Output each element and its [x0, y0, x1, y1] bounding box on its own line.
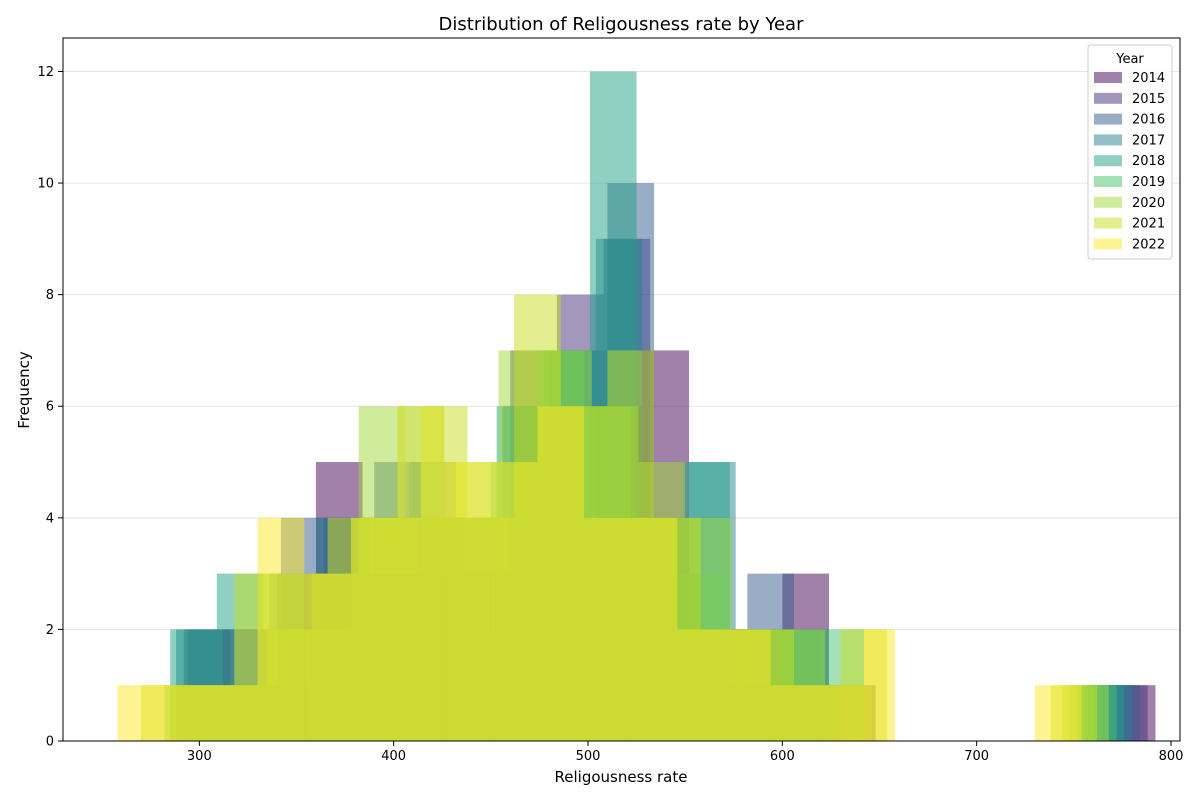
bar [210, 685, 258, 741]
legend-swatch [1094, 113, 1122, 125]
legend-label: 2019 [1132, 175, 1165, 190]
bar [257, 517, 305, 741]
legend-label: 2018 [1132, 154, 1165, 169]
x-tick-label: 700 [964, 749, 989, 764]
legend-title: Year [1115, 52, 1144, 67]
legend-label: 2016 [1132, 113, 1165, 128]
y-axis-label: Frequency [15, 351, 33, 429]
legend-swatch [1094, 72, 1122, 83]
legend-label: 2015 [1132, 92, 1165, 107]
bar [863, 629, 896, 741]
y-tick-label: 12 [37, 65, 54, 80]
bar [537, 406, 585, 741]
bar [490, 462, 538, 741]
legend-swatch [1094, 196, 1122, 208]
bar [770, 685, 818, 741]
bar [164, 685, 211, 741]
bar [117, 685, 165, 741]
legend-label: 2021 [1132, 217, 1165, 232]
x-tick-label: 800 [1159, 749, 1184, 764]
legend: Year 2014 2015 2016 2017 2018 2019 2020 2021 202… [1087, 44, 1173, 260]
chart-title: Distribution of Religousness rate by Yea… [439, 14, 805, 35]
plot-frame [62, 37, 1181, 742]
y-axis-ticks: 0 2 4 6 8 10 12 [37, 65, 63, 750]
y-tick-label: 6 [46, 400, 54, 415]
bar [630, 517, 678, 741]
legend-label: 2020 [1132, 196, 1165, 211]
bar [1034, 685, 1082, 741]
x-tick-label: 500 [576, 749, 601, 764]
bar [304, 573, 351, 741]
x-tick-label: 400 [381, 749, 406, 764]
y-tick-label: 4 [46, 511, 54, 526]
legend-swatch [1094, 134, 1122, 146]
x-axis-label: Religousness rate [555, 768, 688, 786]
legend-swatch [1094, 92, 1122, 104]
bar [350, 517, 398, 741]
legend-label: 2014 [1132, 71, 1165, 86]
y-tick-label: 2 [46, 623, 54, 638]
x-tick-label: 600 [770, 749, 795, 764]
legend-label: 2017 [1132, 133, 1165, 148]
bar [817, 685, 864, 741]
y-tick-label: 8 [46, 288, 54, 303]
legend-swatch [1094, 238, 1122, 250]
series-2022 [117, 406, 1082, 741]
bar [444, 462, 491, 741]
y-tick-label: 0 [46, 735, 54, 750]
legend-swatch [1094, 176, 1122, 187]
histogram-bars [117, 71, 1156, 742]
x-axis-ticks: 300 400 500 600 700 800 [187, 741, 1183, 764]
y-tick-label: 10 [37, 177, 54, 192]
legend-swatch [1094, 155, 1122, 167]
legend-items: 2014 2015 2016 2017 2018 2019 2020 2021 2022 [1094, 71, 1165, 252]
bar [397, 406, 445, 741]
bar [724, 629, 771, 741]
legend-swatch [1094, 217, 1122, 229]
bar [677, 629, 725, 741]
legend-label: 2022 [1132, 237, 1165, 252]
bar [584, 517, 631, 741]
x-tick-label: 300 [187, 749, 212, 764]
